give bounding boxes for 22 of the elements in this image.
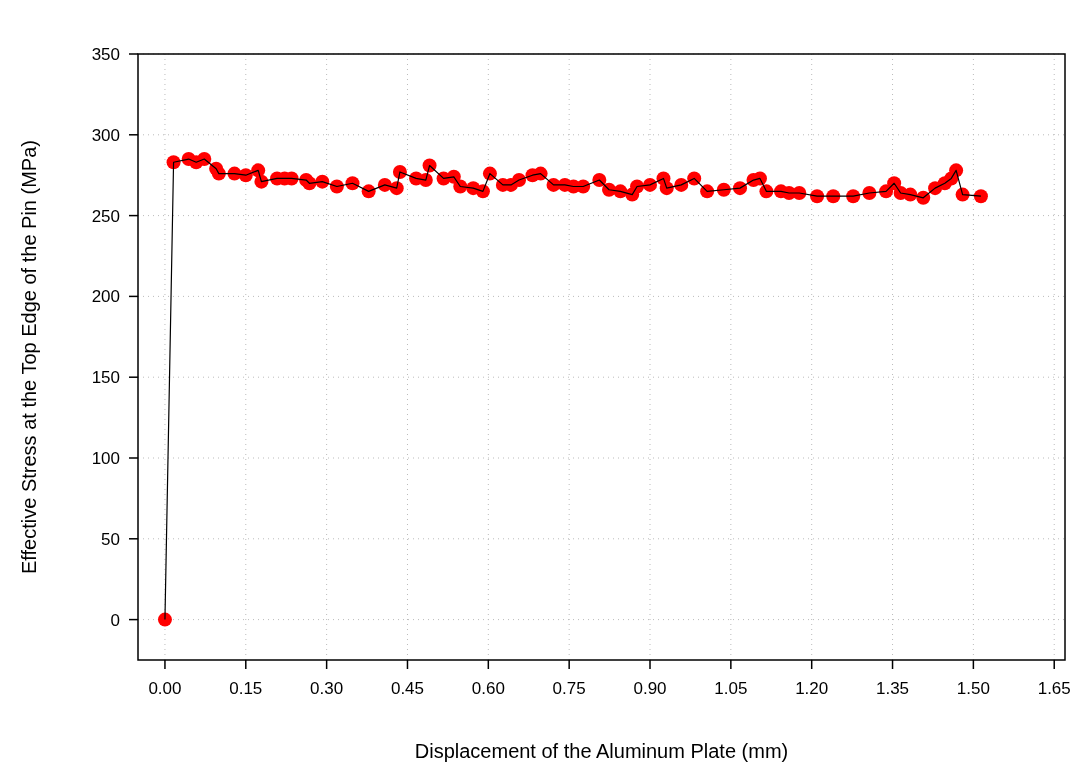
x-tick-label: 0.90: [633, 679, 667, 698]
y-tick-label: 250: [91, 206, 120, 226]
x-tick-label: 1.35: [875, 679, 910, 698]
y-tick-label: 350: [91, 44, 120, 64]
x-tick-label: 0.75: [552, 679, 586, 698]
y-tick-label: 100: [91, 448, 120, 468]
x-tick-label: 0.15: [229, 679, 263, 698]
y-tick-label: 200: [91, 287, 120, 307]
y-tick-label: 0: [110, 610, 120, 630]
x-tick-label: 1.50: [956, 679, 990, 698]
x-axis-title: Displacement of the Aluminum Plate (mm): [414, 740, 789, 762]
y-tick-label: 300: [91, 125, 120, 145]
x-tick-label: 1.05: [714, 679, 748, 698]
x-tick-label: 0.30: [310, 679, 344, 698]
x-tick-label: 0.00: [148, 679, 182, 698]
x-tick-label: 0.60: [471, 679, 505, 698]
y-tick-label: 150: [91, 368, 120, 388]
x-tick-label: 1.65: [1037, 679, 1071, 698]
x-tick-label: 1.20: [795, 679, 829, 698]
x-tick-label: 0.45: [390, 679, 425, 698]
y-axis-title: Effective Stress at the Top Edge of the Pin (MPa): [18, 140, 40, 574]
y-tick-label: 50: [101, 529, 120, 549]
